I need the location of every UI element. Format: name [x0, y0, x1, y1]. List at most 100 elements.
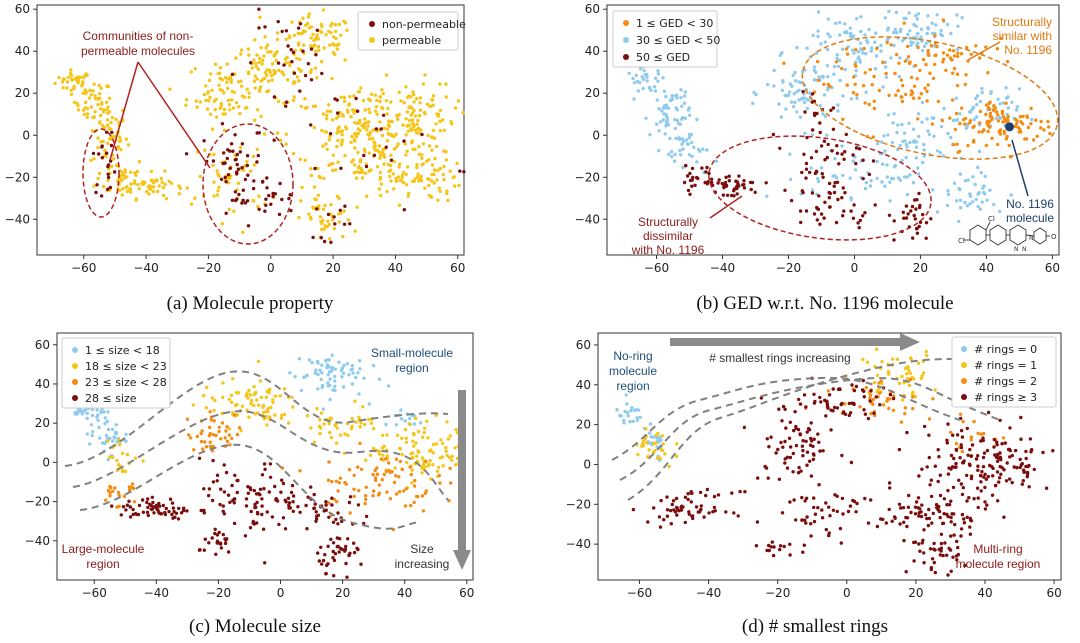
scatter-point: [792, 92, 796, 96]
scatter-point: [815, 206, 819, 211]
scatter-point: [335, 500, 339, 504]
scatter-point: [412, 123, 416, 128]
scatter-point: [896, 89, 900, 93]
legend-box: [612, 10, 718, 68]
scatter-point: [857, 55, 861, 59]
scatter-point: [1029, 450, 1033, 454]
scatter-point: [945, 22, 950, 27]
legend-label-rings-2: # rings = 2: [974, 375, 1037, 388]
scatter-point: [694, 505, 699, 509]
scatter-point: [673, 152, 677, 157]
scatter-point: [953, 127, 958, 132]
scatter-point: [438, 129, 443, 133]
scatter-point: [856, 221, 860, 225]
scatter-point: [269, 202, 273, 206]
scatter-point: [399, 99, 403, 103]
scatter-point: [327, 515, 331, 519]
scatter-point: [800, 444, 805, 448]
scatter-point: [457, 183, 461, 188]
scatter-point: [404, 172, 408, 177]
scatter-point: [328, 397, 332, 402]
boundary-curve-2: [72, 410, 449, 501]
scatter-point: [145, 500, 149, 505]
scatter-point: [413, 479, 417, 483]
scatter-point: [990, 136, 994, 140]
scatter-point: [622, 421, 626, 425]
scatter-point: [349, 140, 353, 144]
scatter-point: [921, 57, 926, 62]
scatter-point: [373, 144, 377, 148]
scatter-point: [321, 407, 326, 411]
scatter-point: [655, 456, 660, 460]
scatter-point: [132, 500, 137, 504]
scatter-point: [396, 142, 400, 146]
scatter-point: [421, 82, 426, 86]
scatter-point: [363, 494, 368, 498]
scatter-point: [403, 427, 408, 432]
scatter-point: [462, 170, 466, 174]
y-tick-label: 40: [15, 44, 30, 58]
scatter-point: [426, 464, 430, 468]
scatter-point: [853, 168, 858, 172]
scatter-point: [280, 478, 284, 482]
scatter-point: [776, 447, 780, 452]
scatter-point: [752, 90, 756, 95]
scatter-point: [297, 79, 301, 83]
scatter-point: [410, 179, 415, 184]
scatter-point: [258, 379, 263, 383]
scatter-point: [217, 530, 221, 535]
scatter-point: [976, 496, 980, 500]
scatter-point: [410, 111, 415, 115]
scatter-point: [259, 114, 263, 119]
scatter-point: [858, 218, 862, 223]
legend-swatch-rings-0: [961, 346, 967, 352]
scatter-point: [325, 109, 330, 113]
caption-c: (c) Molecule size: [189, 616, 321, 637]
scatter-point: [202, 487, 206, 491]
scatter-point: [141, 180, 145, 184]
scatter-point: [934, 53, 938, 57]
scatter-point: [759, 396, 764, 400]
scatter-point: [372, 140, 376, 144]
scatter-point: [831, 508, 836, 512]
scatter-point: [116, 490, 121, 495]
scatter-point: [245, 106, 249, 110]
scatter-point: [423, 491, 427, 496]
scatter-point: [91, 151, 96, 156]
scatter-point: [342, 451, 347, 455]
scatter-point: [321, 207, 326, 211]
scatter-point: [246, 485, 250, 489]
scatter-point: [878, 403, 882, 407]
scatter-point: [239, 52, 243, 56]
scatter-point: [431, 94, 436, 98]
scatter-point: [263, 561, 267, 565]
scatter-point: [95, 415, 99, 419]
scatter-point: [880, 180, 884, 184]
scatter-point: [403, 504, 408, 508]
scatter-point: [670, 502, 674, 507]
scatter-point: [388, 174, 392, 179]
scatter-point: [232, 497, 236, 501]
scatter-point: [328, 430, 332, 435]
scatter-point: [922, 424, 927, 429]
scatter-point: [233, 190, 238, 194]
scatter-point: [329, 203, 333, 207]
scatter-point: [328, 43, 332, 47]
scatter-point: [1046, 119, 1050, 124]
scatter-point: [423, 73, 427, 77]
scatter-point: [647, 431, 652, 435]
scatter-point: [836, 197, 840, 202]
scatter-point: [123, 469, 128, 474]
scatter-point: [661, 76, 665, 80]
scatter-point: [961, 117, 966, 122]
scatter-point: [911, 395, 915, 399]
scatter-point: [832, 190, 837, 195]
scatter-point: [801, 190, 805, 195]
scatter-point: [965, 499, 969, 503]
scatter-point: [449, 481, 453, 485]
scatter-point: [958, 198, 963, 202]
scatter-point: [310, 360, 314, 365]
scatter-point: [235, 162, 239, 167]
scatter-point: [362, 153, 366, 158]
scatter-point: [339, 166, 343, 170]
